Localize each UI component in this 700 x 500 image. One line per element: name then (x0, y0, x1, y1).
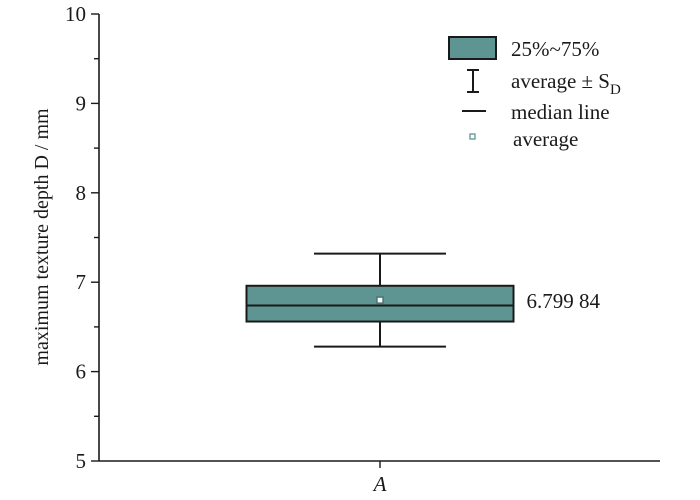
y-tick-label: 8 (76, 181, 87, 205)
x-tick-label: A (372, 472, 387, 496)
legend: 25%~75% average ± SD median line average (448, 36, 621, 151)
y-tick-label: 9 (76, 91, 87, 115)
y-axis-ticks: 5 6 7 8 9 10 (65, 2, 99, 473)
y-tick-label: 5 (76, 449, 87, 473)
y-tick-label: 10 (65, 2, 86, 26)
legend-average-symbol (469, 133, 476, 140)
y-tick-label: 6 (76, 360, 87, 384)
mean-marker (376, 296, 384, 304)
mean-value-label: 6.799 84 (527, 289, 601, 313)
legend-label-box: 25%~75% (511, 37, 599, 61)
legend-box-swatch (448, 36, 497, 60)
legend-whisker-symbol (467, 69, 479, 93)
legend-label-median: median line (511, 100, 610, 124)
y-tick-label: 7 (76, 270, 87, 294)
plot-area: A 6.799 84 (245, 252, 601, 496)
legend-label-average: average (513, 127, 578, 151)
legend-label-average-sd: average ± SD (511, 69, 621, 98)
y-axis-label: maximum texture depth D / mm (31, 108, 53, 366)
